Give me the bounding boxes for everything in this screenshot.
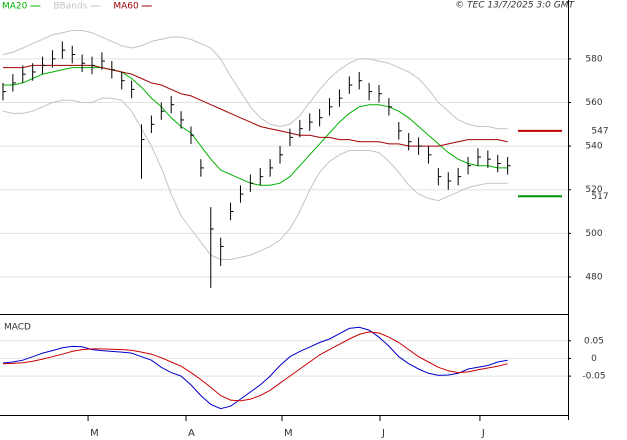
series-line	[2, 97, 508, 260]
y-tick-label: 480	[585, 272, 602, 282]
level-label: 517	[591, 192, 608, 202]
y-tick-label: 0.05	[584, 336, 604, 346]
x-tick-label: M	[90, 428, 99, 439]
y-tick-label: -0.05	[582, 372, 605, 382]
legend-label: MA60	[113, 2, 139, 12]
level-label: 547	[591, 126, 608, 136]
legend-label: MA20	[2, 2, 28, 12]
y-tick-label: 580	[585, 54, 602, 64]
x-tick-label: M	[284, 428, 293, 439]
x-tick-label: J	[481, 428, 485, 439]
legend-label: BBands	[53, 2, 87, 12]
y-tick-label: 0	[591, 354, 597, 364]
series-line	[3, 64, 508, 147]
series-line	[2, 331, 508, 402]
x-tick-label: A	[188, 428, 195, 439]
series-line	[2, 326, 508, 410]
y-tick-label: 500	[585, 229, 602, 239]
series-line	[3, 67, 508, 186]
x-tick-label: J	[381, 428, 385, 439]
panel-title: MACD	[4, 323, 31, 333]
series-line	[2, 30, 508, 130]
y-tick-label: 520	[585, 185, 602, 195]
y-tick-label: 540	[585, 142, 602, 152]
y-tick-label: 560	[585, 98, 602, 108]
source: © TEC 13/7/2025 3:0 GMT	[455, 1, 575, 11]
